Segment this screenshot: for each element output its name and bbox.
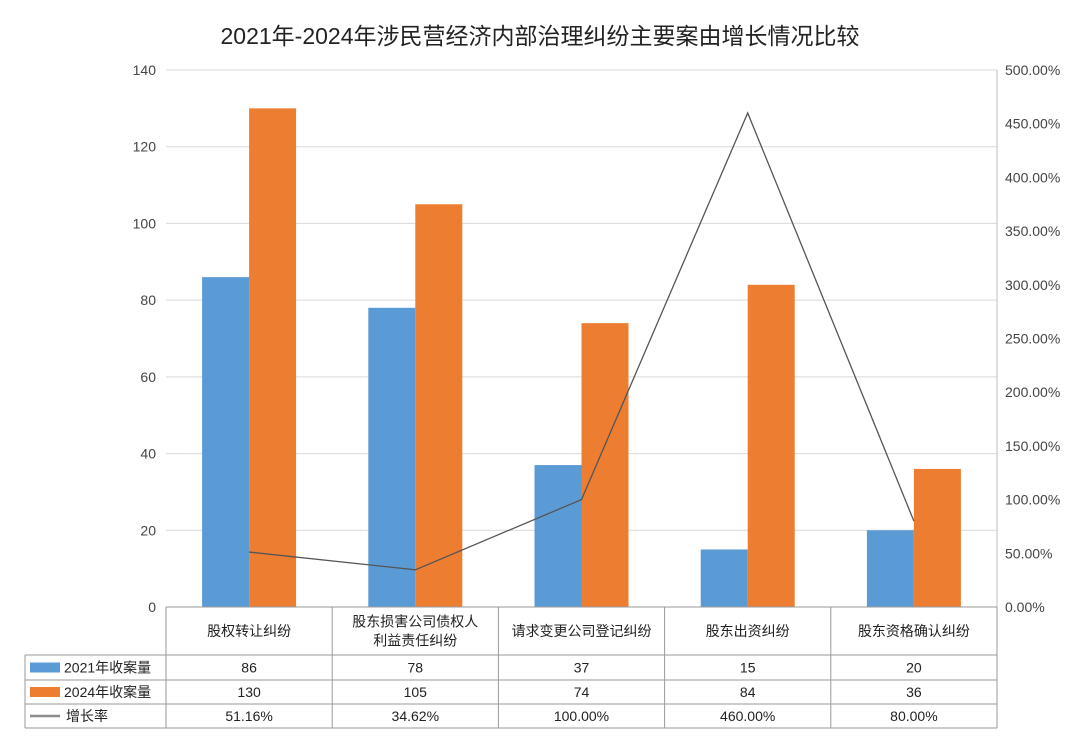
left-tick-label: 40	[140, 446, 156, 462]
table-cell: 80.00%	[890, 708, 937, 724]
right-tick-label: 450.00%	[1005, 116, 1060, 132]
legend-swatch	[30, 662, 60, 673]
table-cell: 105	[404, 684, 428, 700]
left-axis: 0 20 40 60 80 100 120 140	[133, 62, 157, 615]
table-cell: 34.62%	[392, 708, 439, 724]
table-cell: 37	[574, 660, 590, 676]
table-cell: 100.00%	[554, 708, 609, 724]
bars	[202, 108, 961, 607]
bar-2021	[368, 307, 416, 607]
table-cell: 51.16%	[225, 708, 272, 724]
gridlines	[166, 69, 998, 608]
table-cell: 78	[408, 660, 424, 676]
table-cell: 130	[237, 684, 261, 700]
legend-label: 2021年收案量	[64, 660, 151, 676]
table-cell: 460.00%	[720, 708, 775, 724]
category-label: 股东资格确认纠纷	[858, 623, 970, 639]
right-tick-label: 150.00%	[1005, 438, 1060, 454]
legend-label: 2024年收案量	[64, 684, 151, 700]
left-tick-label: 100	[133, 215, 157, 231]
bar-2021	[534, 465, 582, 607]
category-label: 股权转让纠纷	[207, 623, 291, 639]
category-label: 股东出资纠纷	[706, 623, 790, 639]
legend-swatch	[30, 687, 60, 697]
table-cell: 84	[740, 684, 756, 700]
growth-line	[249, 111, 915, 571]
bar-2024	[913, 468, 961, 607]
right-tick-label: 300.00%	[1005, 277, 1060, 293]
right-axis: 0.00% 50.00% 100.00% 150.00% 200.00% 250.00% 3…	[1005, 62, 1060, 615]
right-tick-label: 400.00%	[1005, 169, 1060, 185]
left-tick-label: 140	[133, 62, 157, 78]
legend-label: 增长率	[66, 708, 108, 724]
bar-2021	[866, 530, 914, 607]
bar-2024	[249, 108, 297, 607]
bar-2024	[747, 284, 795, 607]
table-cell: 15	[740, 660, 756, 676]
category-label: 股东损害公司债权人	[352, 614, 478, 630]
left-tick-label: 60	[140, 369, 156, 385]
category-label: 请求变更公司登记纠纷	[512, 623, 652, 639]
table-cell: 36	[906, 684, 922, 700]
right-tick-label: 200.00%	[1005, 384, 1060, 400]
right-tick-label: 50.00%	[1005, 545, 1052, 561]
right-tick-label: 500.00%	[1005, 62, 1060, 78]
right-tick-label: 250.00%	[1005, 331, 1060, 347]
table-cell: 20	[906, 660, 922, 676]
left-tick-label: 20	[140, 522, 156, 538]
chart-title: 2021年-2024年涉民营经济内部治理纠纷主要案由增长情况比较	[221, 23, 860, 49]
table-cell: 86	[241, 660, 257, 676]
left-tick-label: 120	[133, 139, 157, 155]
left-tick-label: 0	[148, 599, 156, 615]
right-tick-label: 350.00%	[1005, 223, 1060, 239]
bar-2024	[415, 204, 463, 607]
bar-2021	[700, 549, 748, 607]
bar-2021	[202, 277, 250, 607]
right-tick-label: 0.00%	[1005, 599, 1045, 615]
right-tick-label: 100.00%	[1005, 492, 1060, 508]
left-tick-label: 80	[140, 292, 156, 308]
category-label: 利益责任纠纷	[373, 633, 457, 649]
table-cell: 74	[574, 684, 590, 700]
bar-2024	[581, 323, 629, 607]
